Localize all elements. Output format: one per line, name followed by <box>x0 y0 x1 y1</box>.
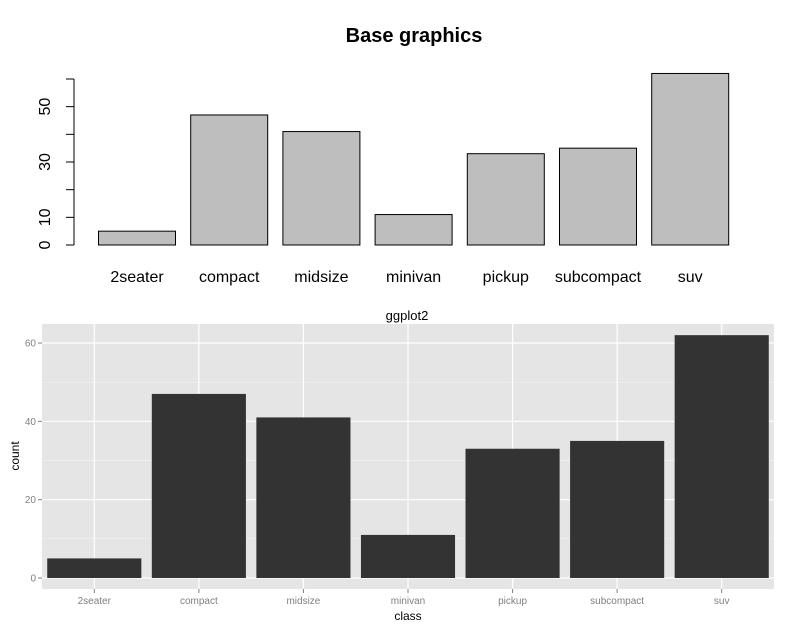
base-y-tick-label: 10 <box>37 208 54 226</box>
base-x-tick-label: midsize <box>294 269 348 286</box>
base-bar-midsize <box>282 131 361 246</box>
base-bars <box>98 72 730 246</box>
gg-y-tick-label: 60 <box>25 339 37 350</box>
base-x-tick-label: subcompact <box>555 269 642 286</box>
base-y-tick-label: 0 <box>37 240 54 249</box>
base-y-tick-label: 50 <box>37 98 54 116</box>
base-x-tick-label: suv <box>678 269 703 286</box>
gg-bar-midsize <box>256 417 351 578</box>
gg-y-tick-label: 0 <box>30 574 36 585</box>
gg-bar-2seater <box>47 558 142 578</box>
gg-bar-compact <box>151 393 246 578</box>
gg-x-tick-label: minivan <box>391 596 425 607</box>
gg-x-tick-label: suv <box>714 596 730 607</box>
base-chart-title: Base graphics <box>346 25 483 47</box>
base-graphics-chart: Base graphics 0 10 30 50 2seater compact mids… <box>37 25 730 286</box>
base-bar-minivan <box>374 214 453 246</box>
base-x-tick-label: minivan <box>386 269 441 286</box>
gg-y-axis-label: count <box>8 441 22 471</box>
base-bar-subcompact <box>559 147 637 246</box>
base-bar-pickup <box>466 153 545 246</box>
gg-x-axis: 2seater compact midsize minivan pickup subcom… <box>78 589 730 607</box>
gg-x-tick-label: compact <box>180 596 218 607</box>
base-bar-2seater <box>98 230 176 246</box>
gg-bar-minivan <box>360 534 456 578</box>
gg-x-tick-label: subcompact <box>590 596 644 607</box>
base-bar-compact <box>190 114 269 246</box>
base-y-axis: 0 10 30 50 <box>37 78 75 249</box>
ggplot2-chart: ggplot2 0 20 40 60 2seater compact midsize min… <box>8 308 774 623</box>
gg-chart-title: ggplot2 <box>386 308 429 323</box>
gg-x-axis-label: class <box>394 609 421 623</box>
gg-y-tick-label: 40 <box>25 417 37 428</box>
gg-bar-suv <box>674 335 769 578</box>
base-bar-suv <box>651 72 730 246</box>
base-x-tick-label: compact <box>199 269 260 286</box>
base-y-tick-label: 30 <box>37 153 54 171</box>
gg-y-axis: 0 20 40 60 <box>25 339 42 585</box>
base-x-tick-label: pickup <box>483 269 529 286</box>
gg-x-tick-label: 2seater <box>78 596 112 607</box>
gg-bar-subcompact <box>570 440 665 578</box>
gg-bar-pickup <box>465 448 560 578</box>
gg-y-tick-label: 20 <box>25 495 37 506</box>
base-x-tick-labels: 2seater compact midsize minivan pickup subcom… <box>110 269 702 286</box>
gg-x-tick-label: pickup <box>498 596 527 607</box>
gg-bars <box>47 335 769 578</box>
base-x-tick-label: 2seater <box>110 269 164 286</box>
gg-x-tick-label: midsize <box>286 596 320 607</box>
